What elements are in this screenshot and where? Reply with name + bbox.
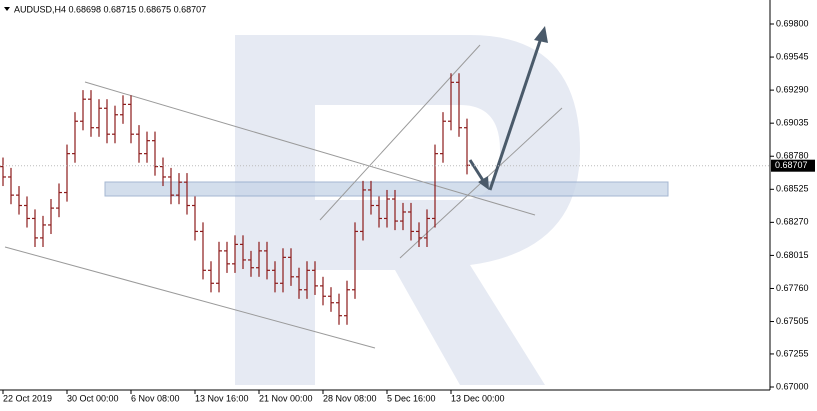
- y-tick-label: 0.68525: [776, 184, 809, 194]
- forecast-arrows: [468, 26, 548, 191]
- x-tick-label: 28 Nov 08:00: [323, 393, 377, 403]
- y-tick-label: 0.69800: [776, 18, 809, 28]
- y-tick-label: 0.68780: [776, 151, 809, 161]
- x-tick-label: 13 Dec 00:00: [451, 393, 505, 403]
- current-price-box: [771, 159, 815, 172]
- y-tick-label: 0.69290: [776, 84, 809, 94]
- x-tick-label: 5 Dec 16:00: [387, 393, 436, 403]
- x-tick-label: 13 Nov 16:00: [195, 393, 249, 403]
- y-tick-label: 0.69545: [776, 51, 809, 61]
- x-tick-label: 30 Oct 00:00: [67, 393, 119, 403]
- current-price-label: 0.68707: [775, 160, 808, 170]
- y-tick-label: 0.67255: [776, 348, 809, 358]
- y-tick-label: 0.68270: [776, 217, 809, 227]
- watermark: [235, 35, 580, 385]
- y-tick-label: 0.67760: [776, 283, 809, 293]
- x-tick-label: 22 Oct 2019: [3, 393, 52, 403]
- y-tick-label: 0.67000: [776, 381, 809, 391]
- x-tick-label: 6 Nov 08:00: [131, 393, 180, 403]
- y-tick-label: 0.68015: [776, 250, 809, 260]
- x-tick-label: 21 Nov 00:00: [259, 393, 313, 403]
- y-tick-label: 0.67505: [776, 316, 809, 326]
- y-tick-label: 0.69035: [776, 118, 809, 128]
- menu-icon: [4, 7, 10, 11]
- chart-title: AUDUSD,H4 0.68698 0.68715 0.68675 0.6870…: [14, 4, 206, 14]
